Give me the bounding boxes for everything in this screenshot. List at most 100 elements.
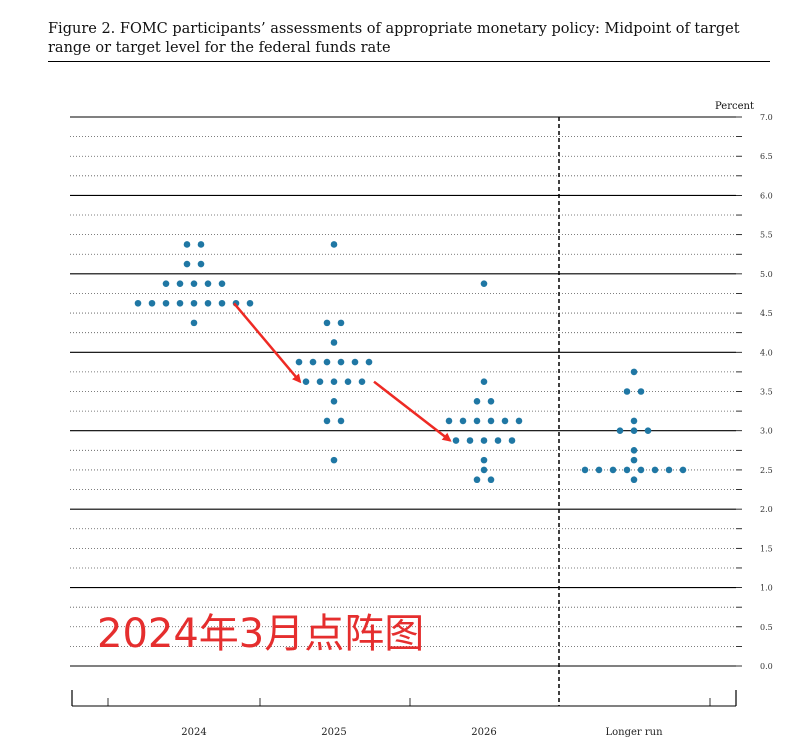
participant-dot (309, 358, 317, 366)
participant-dot (494, 437, 502, 444)
y-tick-label: 6.5 (760, 152, 773, 161)
participant-dot (302, 378, 310, 385)
participant-dot (358, 378, 366, 385)
participant-dots (134, 241, 687, 484)
participant-dot (330, 398, 338, 405)
y-tick-label: 1.0 (760, 584, 773, 593)
participant-dot (323, 417, 331, 425)
participant-dot (330, 456, 338, 464)
y-tick-label: 1.5 (760, 544, 773, 553)
participant-dot (190, 280, 198, 287)
participant-dot (623, 466, 631, 474)
participant-dot (651, 466, 659, 474)
x-category-label: 2026 (471, 727, 496, 738)
participant-dot (480, 378, 488, 385)
participant-dot (337, 358, 345, 366)
y-tick-label: 7.0 (760, 113, 773, 122)
participant-dot (459, 417, 467, 425)
participant-dot (246, 299, 254, 307)
participant-dot (316, 378, 324, 385)
participant-dot (330, 339, 338, 346)
participant-dot (679, 466, 687, 474)
x-axis-category-labels: 2024 2025 2026 Longer run (181, 727, 663, 738)
y-tick-label: 3.5 (760, 388, 773, 397)
y-tick-label: 2.0 (760, 505, 773, 514)
participant-dot (630, 427, 638, 435)
participant-dot (630, 476, 638, 484)
participant-dot (609, 466, 617, 474)
participant-dot (323, 319, 331, 327)
participant-dot (630, 456, 638, 464)
participant-dot (204, 299, 212, 307)
participant-dot (330, 378, 338, 385)
y-tick-label: 0.5 (760, 623, 773, 632)
participant-dot (508, 437, 516, 444)
participant-dot (204, 280, 212, 287)
participant-dot (337, 417, 345, 425)
participant-dot (365, 358, 373, 366)
annotation-arrow (233, 302, 302, 384)
participant-dot (197, 260, 205, 268)
participant-dot (515, 417, 523, 425)
participant-dot (480, 437, 488, 444)
participant-dot (148, 299, 156, 307)
participant-dot (480, 456, 488, 464)
y-tick-label: 5.5 (760, 231, 773, 240)
participant-dot (190, 319, 198, 327)
y-tick-label: 4.5 (760, 309, 773, 318)
participant-dot (445, 417, 453, 425)
participant-dot (344, 378, 352, 385)
participant-dot (665, 466, 673, 474)
participant-dot (183, 241, 191, 248)
figure-title: Figure 2. FOMC participants’ assessments… (48, 20, 770, 62)
participant-dot (134, 299, 142, 307)
participant-dot (644, 427, 652, 435)
participant-dot (176, 299, 184, 307)
participant-dot (466, 437, 474, 444)
participant-dot (637, 466, 645, 474)
participant-dot (351, 358, 359, 366)
participant-dot (337, 319, 345, 327)
participant-dot (323, 358, 331, 366)
participant-dot (630, 417, 638, 425)
participant-dot (162, 280, 170, 287)
y-tick-label: 0.0 (760, 662, 773, 671)
participant-dot (330, 241, 338, 248)
x-category-label: Longer run (605, 727, 663, 738)
participant-dot (218, 299, 226, 307)
participant-dot (616, 427, 624, 435)
y-tick-label: 4.0 (760, 348, 773, 357)
participant-dot (630, 368, 638, 376)
participant-dot (197, 241, 205, 248)
participant-dot (480, 280, 488, 287)
participant-dot (295, 358, 303, 366)
participant-dot (162, 299, 170, 307)
participant-dot (630, 447, 638, 454)
y-axis-unit-label: Percent (715, 101, 754, 112)
participant-dot (218, 280, 226, 287)
participant-dot (473, 476, 481, 484)
overlay-annotation-text: 2024年3月点阵图 (97, 611, 424, 657)
participant-dot (176, 280, 184, 287)
participant-dot (487, 476, 495, 484)
annotation-arrow (373, 380, 452, 442)
x-category-label: 2025 (321, 727, 346, 738)
participant-dot (480, 466, 488, 474)
y-tick-label: 2.5 (760, 466, 773, 475)
y-axis-tick-labels: 0.0 0.5 1.0 1.5 2.0 2.5 3.0 3.5 4.0 4.5 5.0 5.5 6.0 6… (760, 113, 773, 671)
participant-dot (623, 388, 631, 395)
participant-dot (473, 417, 481, 425)
participant-dot (473, 398, 481, 405)
participant-dot (487, 417, 495, 425)
y-tick-label: 3.0 (760, 427, 773, 436)
participant-dot (501, 417, 509, 425)
y-tick-label: 6.0 (760, 191, 773, 200)
annotation-arrows (233, 302, 452, 442)
participant-dot (595, 466, 603, 474)
participant-dot (581, 466, 589, 474)
participant-dot (190, 299, 198, 307)
y-tick-label: 5.0 (760, 270, 773, 279)
participant-dot (452, 437, 460, 444)
x-category-label: 2024 (181, 727, 206, 738)
